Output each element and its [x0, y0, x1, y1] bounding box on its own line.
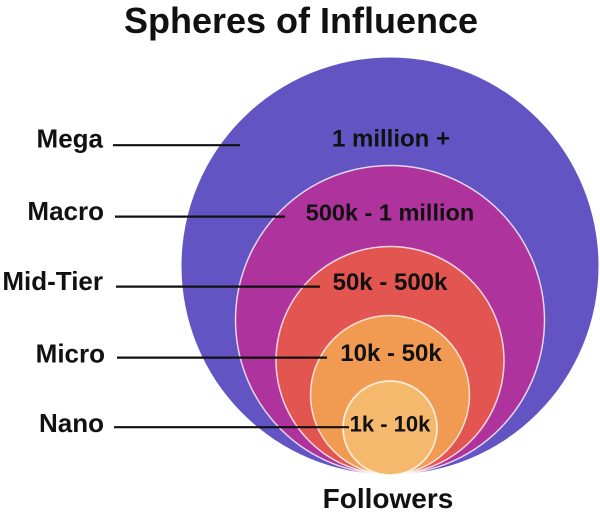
- svg-text:Macro: Macro: [27, 196, 104, 226]
- svg-text:1k - 10k: 1k - 10k: [350, 412, 431, 437]
- svg-text:Nano: Nano: [39, 408, 104, 438]
- svg-text:Mega: Mega: [37, 124, 104, 154]
- svg-text:50k - 500k: 50k - 500k: [333, 269, 448, 296]
- svg-text:Spheres of Influence: Spheres of Influence: [124, 0, 478, 41]
- svg-text:1 million +: 1 million +: [332, 126, 450, 153]
- svg-text:Micro: Micro: [36, 339, 105, 369]
- svg-text:500k - 1 million: 500k - 1 million: [306, 200, 474, 226]
- svg-text:Followers: Followers: [323, 483, 454, 514]
- svg-text:10k - 50k: 10k - 50k: [340, 340, 442, 367]
- svg-text:Mid-Tier: Mid-Tier: [2, 266, 103, 296]
